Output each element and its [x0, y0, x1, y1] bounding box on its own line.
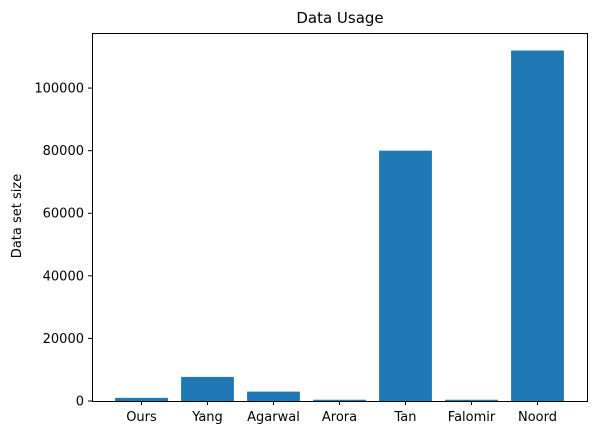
- bar-arora: [313, 399, 366, 401]
- x-tick-label: Ours: [126, 410, 157, 425]
- chart-title: Data Usage: [296, 9, 383, 27]
- bars-group: [115, 50, 564, 402]
- y-tick-label: 20000: [43, 332, 84, 347]
- plot-frame: [92, 33, 588, 402]
- bar-ours: [115, 397, 168, 401]
- x-tick-label: Noord: [518, 410, 557, 425]
- y-tick-label: 0: [76, 395, 84, 410]
- x-tick-label: Yang: [191, 410, 223, 425]
- bar-falomir: [445, 399, 498, 401]
- x-tick-label: Agarwal: [247, 410, 300, 425]
- bar-agarwal: [247, 391, 300, 401]
- y-tick-label: 80000: [43, 144, 84, 159]
- bar-yang: [181, 376, 234, 401]
- y-tick-label: 40000: [43, 269, 84, 284]
- bar-noord: [511, 50, 564, 402]
- x-tick-label: Falomir: [448, 410, 496, 425]
- x-tick-label: Tan: [394, 410, 417, 425]
- x-axis-ticks: Ours Yang Agarwal Arora Tan Falomir Noord: [126, 401, 557, 425]
- y-tick-label: 100000: [34, 82, 84, 97]
- y-tick-label: 60000: [43, 207, 84, 222]
- bar-tan: [379, 150, 432, 401]
- y-axis-title: Data set size: [10, 174, 25, 258]
- y-axis-ticks: 0 20000 40000 60000 80000 100000: [34, 82, 92, 410]
- x-tick-label: Arora: [322, 410, 357, 425]
